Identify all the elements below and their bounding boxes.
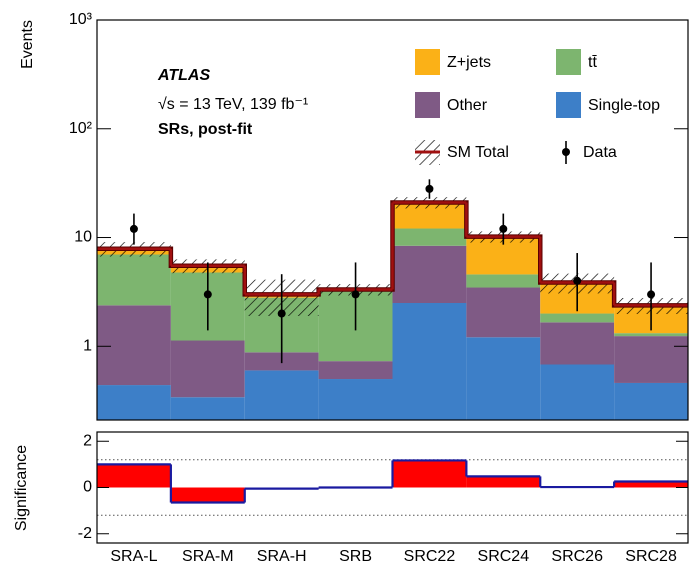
bar xyxy=(614,481,688,488)
legend-label: tt̄ xyxy=(588,54,597,71)
legend-label: Other xyxy=(447,97,488,114)
data-point xyxy=(647,290,656,299)
region-label: SRs, post-fit xyxy=(158,121,253,138)
stack-segment xyxy=(614,333,688,337)
y-tick-label: -2 xyxy=(78,525,92,542)
y-tick-label: 10 xyxy=(74,229,92,246)
stack-segment xyxy=(97,254,171,306)
stack-segment xyxy=(97,305,171,386)
y-axis-label: Significance xyxy=(13,445,30,531)
legend-label: SM Total xyxy=(447,144,509,161)
legend-swatch xyxy=(415,92,440,118)
data-point xyxy=(277,309,286,318)
y-axis-label: Events xyxy=(19,20,36,69)
y-tick-label: 1 xyxy=(83,338,92,355)
stack-segment xyxy=(244,370,319,420)
legend-label: Single-top xyxy=(588,97,660,114)
stack-segment xyxy=(392,228,467,246)
data-point xyxy=(425,184,434,193)
experiment-label: ATLAS xyxy=(157,67,210,84)
energy-label: √s = 13 TeV, 139 fb⁻¹ xyxy=(158,96,308,113)
bar xyxy=(97,464,171,488)
plot-frame xyxy=(96,19,689,421)
legend-swatch xyxy=(556,49,581,75)
stack-segment xyxy=(392,303,467,420)
x-tick-label: SRA-H xyxy=(257,548,307,565)
stack-segment xyxy=(466,274,541,288)
legend-swatch xyxy=(562,148,570,156)
x-tick-label: SRC24 xyxy=(478,548,530,565)
x-tick-label: SRA-M xyxy=(182,548,234,565)
bar xyxy=(392,460,467,488)
y-tick-label: 0 xyxy=(83,479,92,496)
stack-segment xyxy=(614,382,688,420)
stack-segment xyxy=(540,364,615,420)
stack-segment xyxy=(466,287,541,338)
bar xyxy=(170,487,245,503)
x-tick-label: SRB xyxy=(339,548,372,565)
legend-swatch xyxy=(556,92,581,118)
y-tick-label: 10² xyxy=(69,120,93,137)
y-tick-label: 2 xyxy=(83,432,92,449)
legend-label: Z+jets xyxy=(447,54,491,71)
x-tick-label: SRC26 xyxy=(551,548,603,565)
data-point xyxy=(351,290,360,299)
x-tick-label: SRC22 xyxy=(404,548,456,565)
stack-segment xyxy=(318,361,393,380)
data-point xyxy=(129,224,138,233)
stack-segment xyxy=(614,336,688,383)
stack-segment xyxy=(466,337,541,420)
bar xyxy=(466,476,541,488)
stack-segment xyxy=(540,313,615,323)
stack-segment xyxy=(170,340,245,398)
legend-label: Data xyxy=(583,144,617,161)
stack-segment xyxy=(318,379,393,420)
data-point xyxy=(203,290,212,299)
stack-segment xyxy=(170,397,245,420)
stack-segment xyxy=(97,385,171,420)
main-panel: 1 10 10² 10³ Z+jets tt̄ Other Single-top SM Tota… xyxy=(69,11,689,421)
data-point xyxy=(499,224,508,233)
data-point xyxy=(573,276,582,285)
stack-segment xyxy=(392,245,467,304)
x-tick-label: SRC28 xyxy=(625,548,677,565)
x-tick-label: SRA-L xyxy=(110,548,157,565)
stack-segment xyxy=(540,322,615,365)
legend-swatch xyxy=(415,49,440,75)
y-tick-label: 10³ xyxy=(69,11,93,28)
significance-panel: -2 0 2 SRA-L SRA-M SRA-H SRB SRC22 SRC24 SRC26 SRC… xyxy=(78,431,689,565)
